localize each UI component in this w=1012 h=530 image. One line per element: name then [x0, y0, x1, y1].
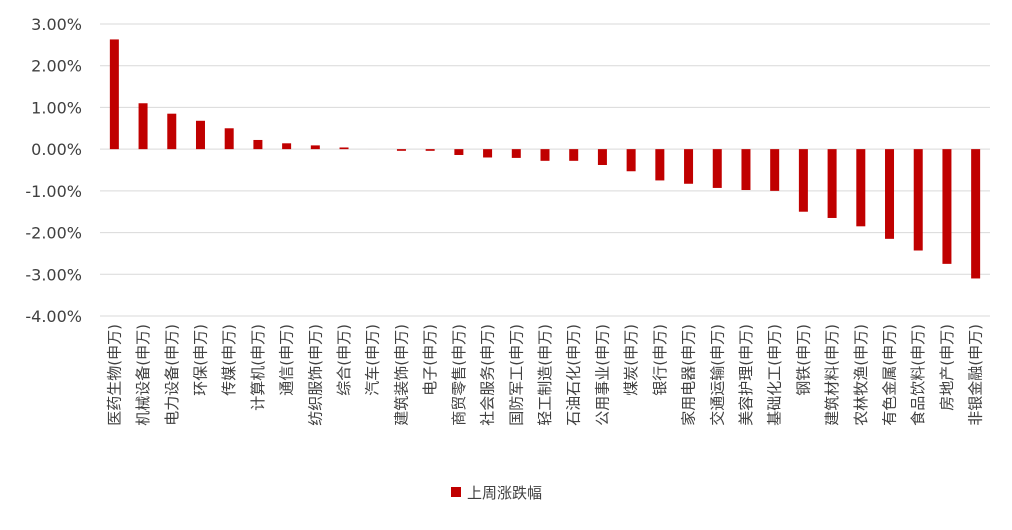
x-tick-label: 房地产(申万)	[938, 324, 956, 411]
bar	[798, 149, 808, 212]
bar	[597, 149, 607, 165]
y-tick-label: 3.00%	[31, 15, 82, 34]
x-tick-label: 建筑装饰(申万)	[392, 324, 410, 426]
legend-swatch	[451, 487, 461, 497]
x-tick-label: 传媒(申万)	[220, 324, 238, 396]
bar	[827, 149, 837, 218]
bars	[109, 39, 981, 279]
x-tick-label: 美容护理(申万)	[737, 324, 755, 426]
bar	[913, 149, 923, 251]
x-tick-label: 电子(申万)	[421, 324, 439, 396]
x-tick-label: 食品饮料(申万)	[909, 324, 927, 426]
bar	[971, 149, 981, 279]
bar	[454, 149, 464, 155]
bar	[569, 149, 579, 161]
x-tick-label: 交通运输(申万)	[708, 324, 726, 426]
bar	[425, 149, 435, 151]
x-tick-label: 石油石化(申万)	[565, 324, 583, 426]
x-tick-label: 通信(申万)	[278, 324, 296, 396]
legend-label: 上周涨跌幅	[467, 484, 542, 502]
x-tick-label: 家用电器(申万)	[680, 324, 698, 426]
bar	[253, 139, 263, 150]
x-tick-label: 纺织服饰(申万)	[306, 324, 324, 426]
x-tick-label: 轻工制造(申万)	[536, 324, 554, 426]
x-tick-label: 社会服务(申万)	[479, 324, 497, 426]
legend: 上周涨跌幅	[451, 484, 542, 502]
x-tick-label: 公用事业(申万)	[593, 324, 611, 426]
gridlines	[100, 23, 990, 317]
y-tick-label: 0.00%	[31, 140, 82, 159]
x-tick-label: 非银金融(申万)	[967, 324, 985, 426]
bar	[138, 103, 148, 150]
x-tick-label: 汽车(申万)	[364, 324, 382, 396]
y-tick-label: -4.00%	[25, 307, 82, 326]
bar	[712, 149, 722, 188]
x-tick-label: 银行(申万)	[651, 324, 669, 396]
x-tick-label: 国防军工(申万)	[507, 324, 525, 426]
bar	[741, 149, 751, 191]
bar	[310, 145, 320, 150]
bar	[540, 149, 550, 161]
x-tick-label: 钢铁(申万)	[794, 324, 812, 396]
x-axis: 医药生物(申万) 机械设备(申万) 电力设备(申万) 环保(申万) 传媒(申万) 计算机(…	[105, 324, 984, 426]
x-tick-label: 环保(申万)	[191, 324, 209, 396]
bar	[511, 149, 521, 158]
bar	[684, 149, 694, 184]
bar	[942, 149, 952, 264]
x-tick-label: 商贸零售(申万)	[450, 324, 468, 426]
bar	[224, 128, 234, 150]
y-tick-label: -1.00%	[25, 182, 82, 201]
bar	[655, 149, 665, 181]
x-tick-label: 建筑材料(申万)	[823, 324, 841, 426]
x-tick-label: 电力设备(申万)	[163, 324, 181, 426]
bar	[167, 113, 177, 150]
x-tick-label: 煤炭(申万)	[622, 324, 640, 396]
y-tick-label: 1.00%	[31, 98, 82, 117]
x-tick-label: 医药生物(申万)	[105, 324, 123, 426]
bar	[109, 39, 119, 150]
y-tick-label: 2.00%	[31, 57, 82, 76]
bar	[885, 149, 895, 239]
bar	[339, 147, 349, 150]
bar	[856, 149, 866, 227]
y-axis: 3.00% 2.00% 1.00% 0.00% -1.00% -2.00% -3.00% -4…	[25, 15, 82, 326]
bar	[282, 143, 292, 150]
x-tick-label: 有色金属(申万)	[881, 324, 899, 426]
bar	[626, 149, 636, 172]
bar	[396, 149, 406, 151]
x-tick-label: 基础化工(申万)	[766, 324, 784, 426]
bar	[770, 149, 780, 191]
x-tick-label: 农林牧渔(申万)	[852, 324, 870, 426]
x-tick-label: 综合(申万)	[335, 324, 353, 396]
x-tick-label: 机械设备(申万)	[134, 324, 152, 426]
x-tick-label: 计算机(申万)	[249, 324, 267, 411]
bar	[195, 120, 205, 150]
y-tick-label: -2.00%	[25, 224, 82, 243]
y-tick-label: -3.00%	[25, 265, 82, 284]
bar	[483, 149, 493, 158]
